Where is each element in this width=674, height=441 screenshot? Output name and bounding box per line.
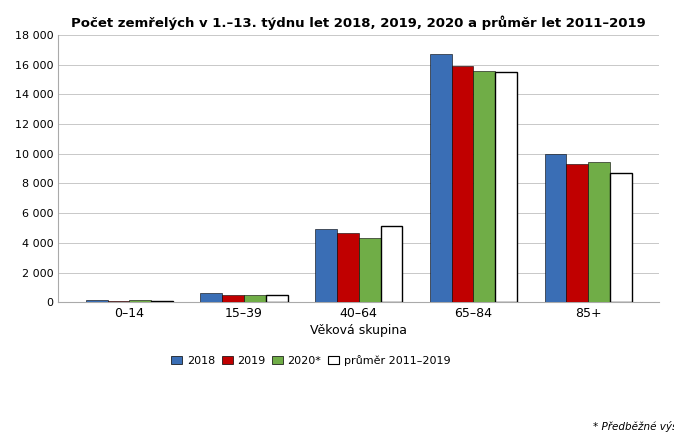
Bar: [244, 295, 266, 302]
Bar: [359, 238, 381, 302]
Bar: [151, 300, 173, 302]
Title: Počet zemřelých v 1.–13. týdnu let 2018, 2019, 2020 a průměr let 2011–2019: Počet zemřelých v 1.–13. týdnu let 2018,…: [71, 15, 646, 30]
Bar: [430, 54, 452, 302]
Bar: [381, 227, 402, 302]
X-axis label: Věková skupina: Věková skupina: [310, 324, 407, 337]
Bar: [473, 71, 495, 302]
Bar: [495, 72, 517, 302]
Bar: [588, 162, 610, 302]
Bar: [222, 295, 244, 302]
Bar: [108, 301, 129, 302]
Bar: [610, 173, 632, 302]
Text: * Předběžné výsledky: * Předběžné výsledky: [593, 421, 674, 432]
Bar: [86, 300, 108, 302]
Bar: [566, 164, 588, 302]
Bar: [452, 66, 473, 302]
Bar: [129, 300, 151, 302]
Legend: 2018, 2019, 2020*, průměr 2011–2019: 2018, 2019, 2020*, průměr 2011–2019: [166, 351, 455, 370]
Bar: [545, 154, 566, 302]
Bar: [315, 229, 337, 302]
Bar: [266, 295, 288, 302]
Bar: [337, 233, 359, 302]
Bar: [200, 293, 222, 302]
